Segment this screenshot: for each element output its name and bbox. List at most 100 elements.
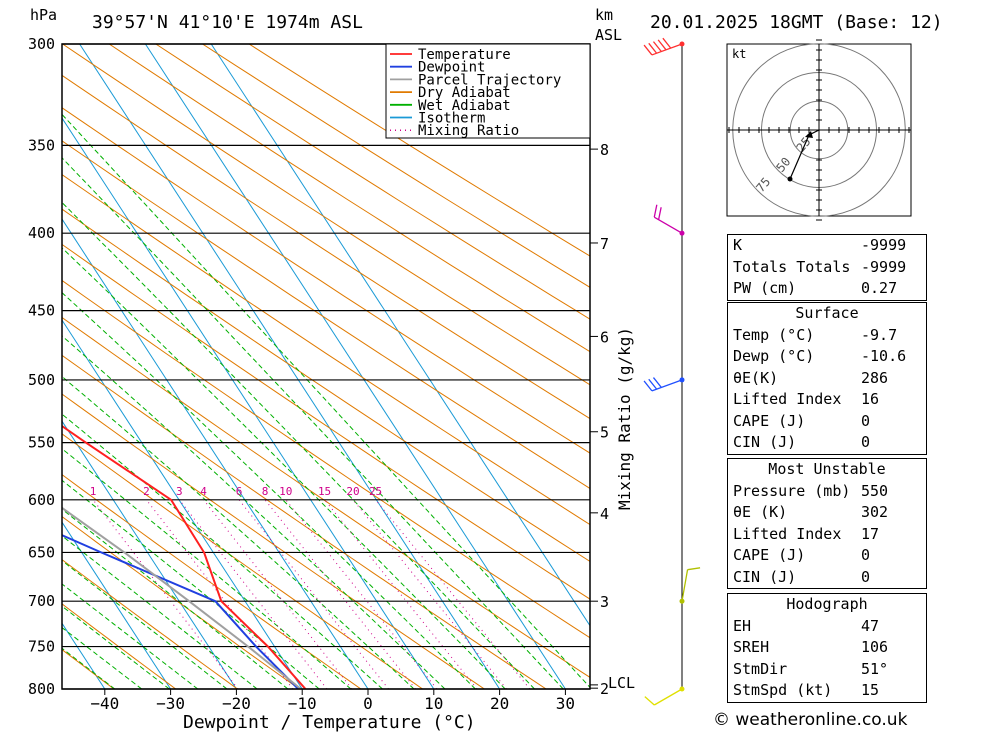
datetime-title: 20.01.2025 18GMT (Base: 12): [650, 12, 943, 33]
mixing-ratio-label: 15: [318, 485, 331, 498]
dry-adiabat-line: [62, 433, 423, 689]
hodograph-row: EH 47: [733, 616, 880, 635]
legend-label: Temperature: [418, 47, 511, 63]
isotherm-line: [79, 44, 501, 689]
location-title: 39°57'N 41°10'E 1974m ASL: [92, 12, 363, 33]
mixing-ratio-label: 10: [279, 485, 292, 498]
height-unit-km: km: [595, 6, 613, 24]
wind-level-dot: [679, 686, 685, 692]
most-unstable-row: Pressure (mb) 550: [733, 481, 889, 500]
mixing-ratio-label: 1: [90, 485, 97, 498]
pressure-tick-label: 400: [28, 224, 55, 242]
legend-label: Dry Adiabat: [418, 85, 511, 101]
pressure-tick-label: 300: [28, 35, 55, 53]
mixing-ratio-label: 6: [236, 485, 243, 498]
hodograph-point: [787, 176, 793, 182]
pressure-tick-label: 350: [28, 136, 55, 154]
wet-adiabat-line: [62, 508, 289, 689]
dry-adiabat-line: [62, 474, 362, 689]
mixing-ratio-label: 25: [369, 485, 382, 498]
surface-panel: Surface Temp (°C) -9.7 Dewp (°C) -10.6 θE(…: [727, 302, 927, 455]
wind-level-dot: [679, 41, 685, 47]
pressure-tick-label: 600: [28, 491, 55, 509]
wind-barb-flag: [662, 37, 672, 49]
pressure-tick-label: 500: [28, 371, 55, 389]
dry-adiabat-line: [108, 44, 590, 353]
hodograph-params-panel: Hodograph EH 47 SREH 106 StmDir 51° StmSpd …: [727, 593, 927, 703]
credit: © weatheronline.co.uk: [713, 710, 908, 730]
profile-lines: [62, 424, 307, 689]
wind-barb-flag: [657, 39, 667, 51]
index-row-totals: Totals Totals -9999: [733, 257, 907, 276]
most-unstable-title: Most Unstable: [768, 460, 886, 478]
temperature-tick-label: 20: [490, 694, 509, 713]
mixing-ratio-line: [285, 499, 438, 689]
temperature-tick-label: −20: [222, 694, 251, 713]
temperature-tick-label: −30: [156, 694, 185, 713]
dry-adiabat-line: [155, 44, 590, 320]
isobar-lines: [62, 43, 590, 690]
isotherm-line: [62, 117, 435, 689]
height-unit-asl: ASL: [595, 26, 622, 44]
surface-row: Lifted Index 16: [733, 390, 880, 408]
hodograph-unit: kt: [732, 47, 746, 61]
legend-label: Dewpoint: [418, 60, 485, 76]
mixing-ratio-line: [324, 499, 478, 689]
dewpoint-line: [62, 534, 300, 689]
x-axis-title: Dewpoint / Temperature (°C): [183, 712, 476, 733]
surface-row: CIN (J) 0: [733, 433, 871, 451]
wind-barb-flag: [653, 204, 658, 218]
wind-barb-flag: [643, 380, 653, 392]
dry-adiabat-line: [62, 74, 590, 420]
height-tick-label: 2: [600, 680, 609, 698]
dry-adiabat-line: [62, 316, 590, 678]
isotherm-line: [62, 319, 303, 689]
wind-profile: [643, 37, 701, 706]
surface-row: CAPE (J) 0: [733, 411, 871, 430]
isotherm-line: [210, 44, 590, 627]
wet-adiabat-line: [62, 113, 590, 689]
dry-adiabat-line: [62, 208, 590, 563]
mixing-ratio-line: [203, 499, 353, 689]
most-unstable-row: CIN (J) 0: [733, 567, 871, 586]
mixing-ratio-line: [264, 499, 416, 689]
surface-title: Surface: [795, 304, 859, 322]
wind-level-dot: [679, 377, 685, 383]
wind-barb-shaft: [681, 569, 689, 602]
wet-adiabat-line: [62, 605, 170, 689]
mixing-ratio-label: 2: [143, 485, 150, 498]
mixing-ratio-label: 4: [200, 485, 207, 498]
wind-barb-flag: [652, 41, 662, 52]
most-unstable-row: Lifted Index 17: [733, 524, 880, 543]
wind-level-dot: [679, 598, 685, 604]
wind-barb-flag: [657, 207, 662, 220]
legend-box: [385, 43, 591, 139]
dry-adiabat-line: [62, 559, 238, 689]
wind-barb-shaft: [653, 688, 683, 706]
wind-barb-flag: [652, 377, 662, 388]
wet-adiabat-line: [62, 201, 535, 689]
temperature-tick-label: −40: [90, 694, 119, 713]
surface-row: Dewp (°C) -10.6: [733, 347, 907, 365]
height-tick-label: 6: [600, 328, 609, 346]
legend-label: Parcel Trajectory: [418, 72, 561, 88]
pressure-tick-label: 550: [28, 434, 55, 452]
wet-adiabat-line: [62, 535, 258, 689]
isotherm-line: [62, 521, 172, 689]
most-unstable-row: θE (K) 302: [733, 503, 889, 521]
wind-level-dot: [679, 230, 685, 236]
wet-adiabat-line: [62, 247, 506, 689]
mixing-ratio-line: [238, 499, 389, 689]
indices-panel: K -9999 Totals Totals -9999 PW (cm) 0.27: [727, 234, 927, 301]
hodograph-params-title: Hodograph: [786, 595, 868, 613]
wind-barb-flag: [648, 378, 658, 390]
legend-label: Isotherm: [418, 111, 485, 127]
dry-adiabat-line: [248, 44, 590, 257]
dry-adiabat-line: [62, 279, 590, 639]
mixing-ratio-label: 3: [176, 485, 183, 498]
plot-frame: [61, 43, 591, 690]
dry-adiabat-line: [202, 44, 590, 288]
height-tick-label: 8: [600, 141, 609, 159]
